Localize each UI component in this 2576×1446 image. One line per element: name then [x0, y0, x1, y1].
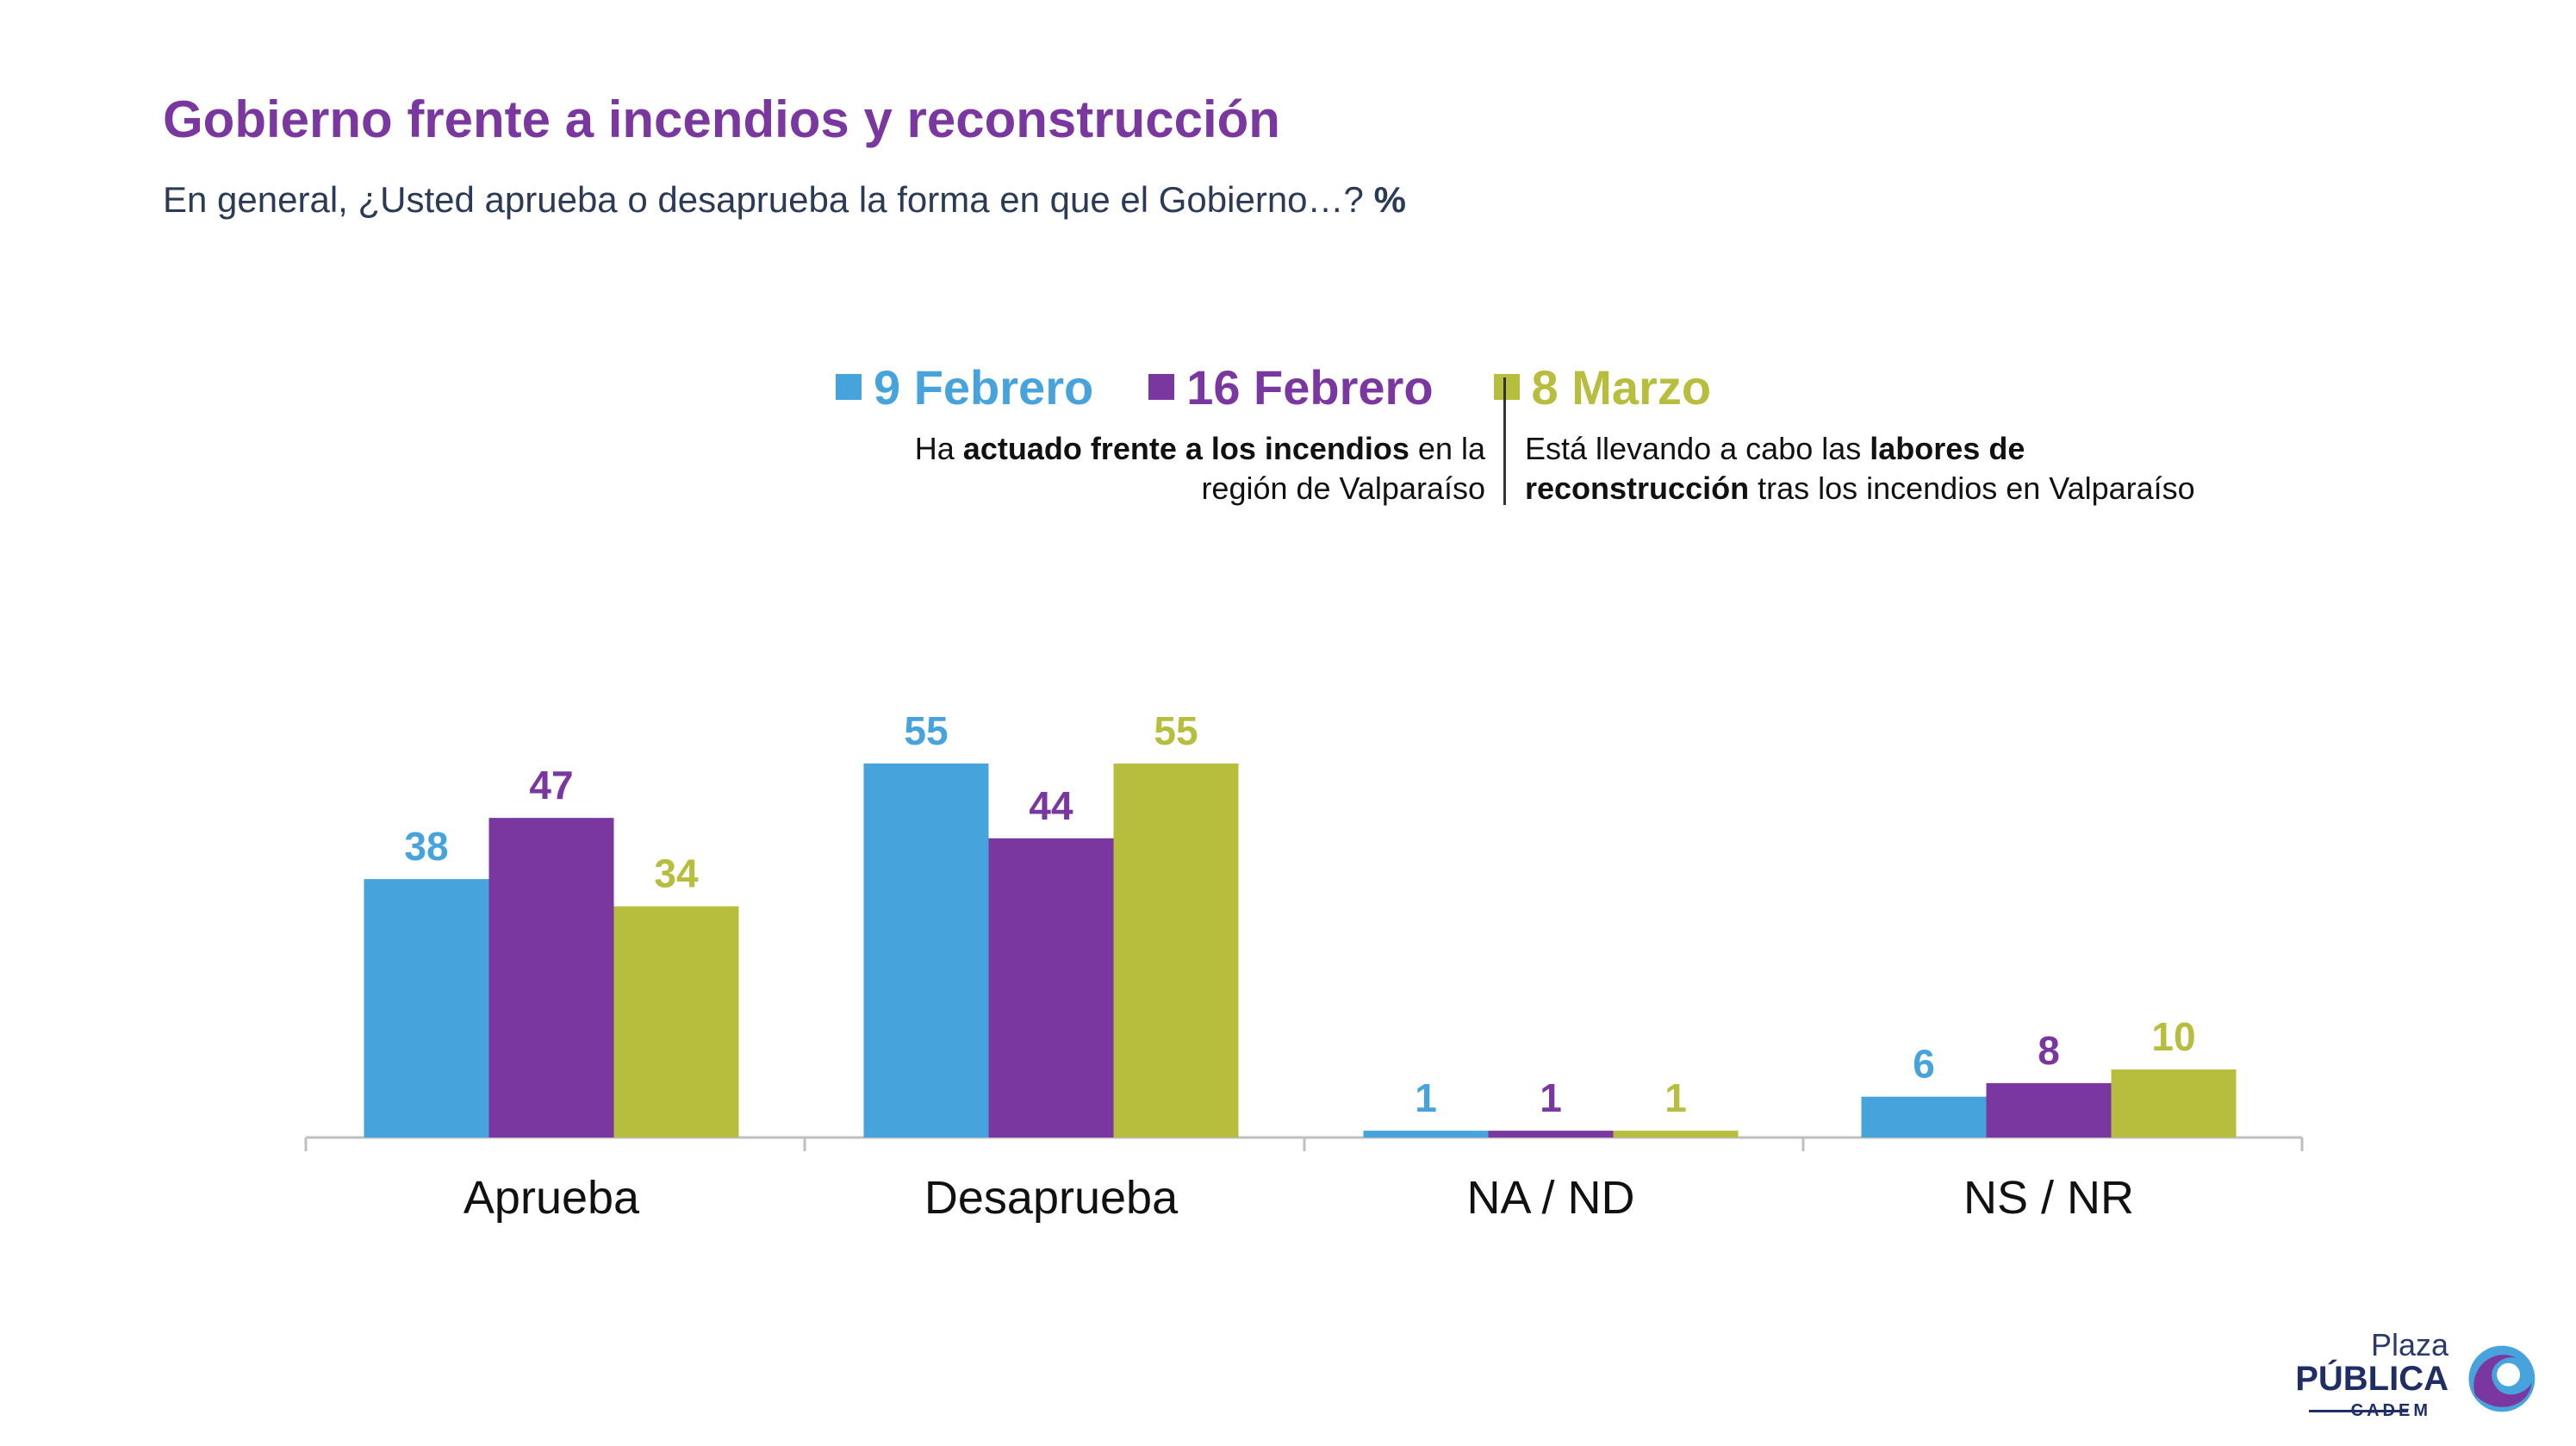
note-right-bold: labores de [1870, 431, 2025, 466]
note-right-bold2: reconstrucción [1525, 471, 1750, 506]
note-right-suffix: tras los incendios en Valparaíso [1749, 471, 2195, 506]
data-label: 1 [1415, 1075, 1437, 1120]
bar [863, 764, 989, 1137]
legend-item-1: 9 Febrero [836, 359, 1093, 415]
bar [1363, 1131, 1489, 1137]
data-label: 55 [904, 708, 948, 753]
bar [1861, 1096, 1987, 1137]
subtitle-unit: % [1373, 179, 1406, 220]
data-label: 1 [1540, 1075, 1562, 1120]
bar [1986, 1082, 2112, 1137]
legend-label-2: 16 Febrero [1186, 359, 1434, 414]
bar [488, 818, 614, 1137]
logo-underline [2309, 1410, 2408, 1412]
bar [988, 838, 1114, 1137]
bar [1613, 1131, 1739, 1137]
note-left-suffix: en la [1409, 431, 1485, 466]
bar [2111, 1069, 2237, 1137]
category-label: NA / ND [1466, 1172, 1634, 1224]
category-label: Desaprueba [924, 1172, 1179, 1224]
subtitle-text: En general, ¿Usted aprueba o desaprueba … [163, 179, 1364, 220]
note-left-prefix: Ha [914, 431, 963, 466]
data-label: 38 [404, 824, 448, 869]
legend-swatch-2 [1148, 374, 1175, 400]
note-right-prefix: Está llevando a cabo las [1525, 431, 1870, 466]
data-label: 44 [1029, 783, 1073, 828]
logo-publica-text: PÚBLICA [2295, 1360, 2448, 1398]
logo-plaza-text: Plaza [2370, 1327, 2448, 1362]
legend-divider [1503, 377, 1506, 505]
chart-title: Gobierno frente a incendios y reconstruc… [163, 90, 1280, 148]
legend-swatch-1 [836, 374, 862, 400]
category-label: Aprueba [464, 1172, 640, 1224]
legend-swatch-3 [1493, 374, 1520, 400]
plaza-publica-logo: Plaza PÚBLICA CADEM [2295, 1327, 2542, 1439]
logo-cadem-text: CADEM [2350, 1401, 2431, 1420]
legend-item-3: 8 Marzo [1493, 359, 1712, 415]
chart-subtitle: En general, ¿Usted aprueba o desaprueba … [163, 179, 1406, 221]
bar [364, 879, 489, 1137]
bar [1488, 1131, 1614, 1137]
data-label: 1 [1664, 1075, 1687, 1120]
bar [613, 906, 739, 1137]
data-label: 47 [529, 763, 573, 807]
data-label: 34 [654, 851, 699, 896]
note-left-bold: actuado frente a los incendios [962, 431, 1409, 466]
legend-label-3: 8 Marzo [1531, 359, 1712, 414]
note-reconstruccion: Está llevando a cabo las labores de reco… [1525, 429, 2195, 508]
legend: 9 Febrero 16 Febrero 8 Marzo [836, 355, 1711, 419]
bar [1113, 764, 1239, 1137]
logo-swirl-icon [2468, 1345, 2536, 1412]
legend-label-1: 9 Febrero [874, 359, 1094, 414]
data-label: 8 [2038, 1028, 2060, 1073]
data-label: 6 [1913, 1042, 1935, 1087]
legend-item-2: 16 Febrero [1148, 359, 1434, 415]
note-incendios: Ha actuado frente a los incendios en la … [915, 429, 1485, 508]
data-label: 55 [1154, 708, 1198, 753]
note-left-line2: región de Valparaíso [1201, 471, 1485, 506]
data-label: 10 [2151, 1014, 2195, 1059]
category-label: NS / NR [1963, 1172, 2134, 1224]
